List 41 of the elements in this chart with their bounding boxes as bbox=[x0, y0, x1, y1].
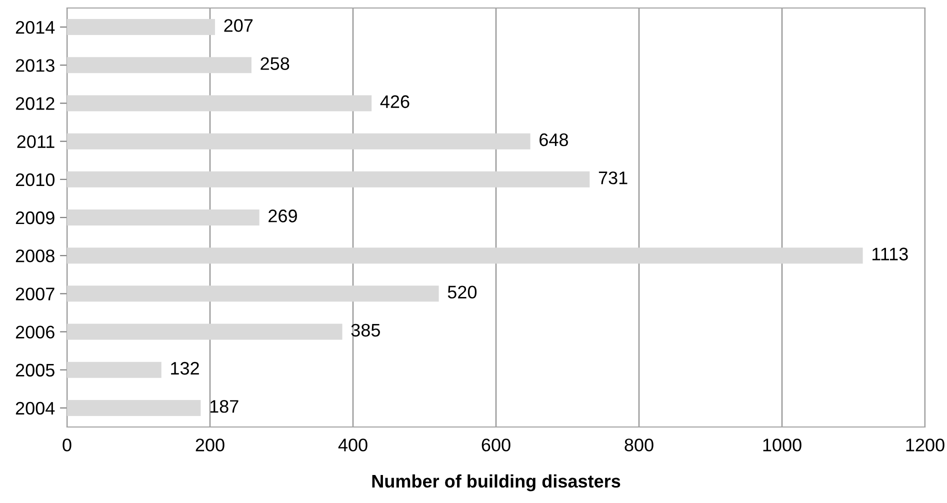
y-tick-label: 2006 bbox=[16, 326, 54, 338]
bar bbox=[67, 400, 201, 416]
y-tick-label: 2005 bbox=[16, 364, 54, 377]
y-tick-label: 2011 bbox=[17, 135, 54, 148]
data-label: 187 bbox=[210, 400, 238, 413]
bar bbox=[67, 133, 530, 150]
x-tick-label: 200 bbox=[196, 438, 224, 452]
bar bbox=[67, 324, 342, 340]
bar bbox=[67, 171, 590, 188]
data-label: 258 bbox=[260, 57, 290, 70]
bar bbox=[67, 248, 863, 264]
data-label: 385 bbox=[351, 324, 380, 337]
bar bbox=[67, 210, 260, 226]
bar bbox=[67, 57, 252, 74]
data-label: 132 bbox=[171, 362, 199, 375]
data-label: 269 bbox=[268, 210, 297, 222]
x-tick-label: 1000 bbox=[763, 438, 802, 452]
y-tick-label: 2013 bbox=[16, 59, 54, 72]
data-label: 1113 bbox=[872, 248, 908, 260]
y-tick-label: 2012 bbox=[16, 97, 54, 110]
bar bbox=[67, 95, 372, 112]
y-tick-label: 2010 bbox=[16, 173, 54, 186]
x-tick-label: 0 bbox=[62, 438, 72, 452]
y-tick-label: 2004 bbox=[16, 402, 55, 415]
bar bbox=[67, 19, 216, 36]
x-tick-label: 600 bbox=[482, 438, 510, 452]
x-axis-title: Number of building disasters bbox=[372, 474, 620, 492]
data-label: 648 bbox=[540, 133, 568, 146]
x-tick-label: 800 bbox=[624, 438, 654, 452]
bar bbox=[67, 286, 439, 302]
y-tick-label: 2014 bbox=[16, 20, 55, 34]
y-tick-label: 2009 bbox=[16, 211, 54, 224]
data-label: 426 bbox=[380, 95, 410, 108]
y-tick-label: 2008 bbox=[16, 250, 54, 262]
data-label: 520 bbox=[448, 286, 477, 299]
x-tick-label: 400 bbox=[338, 438, 368, 452]
bar bbox=[67, 362, 162, 378]
data-label: 731 bbox=[598, 171, 628, 184]
x-tick-label: 1200 bbox=[906, 438, 944, 452]
y-tick-label: 2007 bbox=[16, 288, 54, 300]
data-label: 207 bbox=[224, 19, 253, 32]
